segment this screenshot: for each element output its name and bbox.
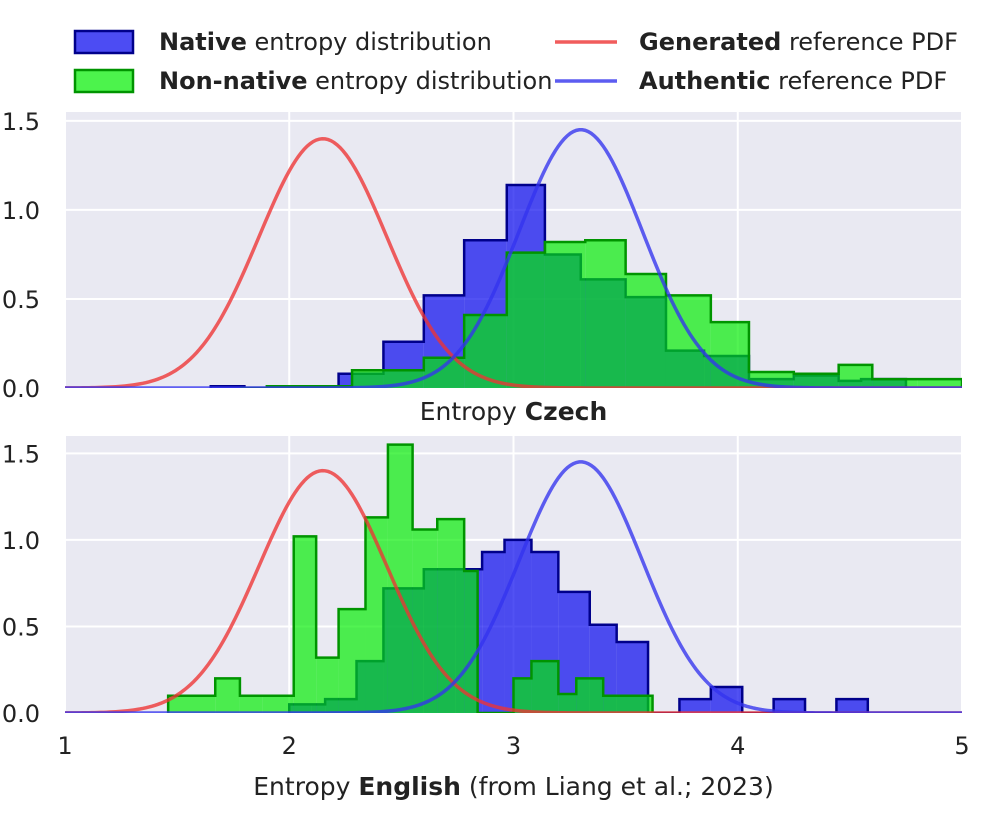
nonnative-bar [413,529,438,713]
y-tick-label: 1.5 [2,108,40,136]
nonnative-bar [316,658,338,713]
nonnative-bar [576,678,603,713]
y-tick-label: 0.5 [2,613,40,641]
nonnative-bar [603,696,652,713]
x-tick-label: 3 [506,732,521,760]
nonnative-bar [215,678,240,713]
x-tick-label: 2 [282,732,297,760]
legend-item-generated: Generated reference PDF [555,28,958,56]
legend-label-generated: Generated reference PDF [639,28,958,56]
nonnative-bar [531,661,558,713]
native-bar [482,552,504,713]
y-tick-label: 0.0 [2,375,40,403]
legend-item-native: Native entropy distribution [75,28,492,56]
nonnative-bar [262,696,293,713]
legend-item-nonnative: Non-native entropy distribution [75,67,552,95]
y-tick-label: 0.0 [2,700,40,728]
x-tick-label: 1 [57,732,72,760]
x-tick-label: 4 [730,732,745,760]
x-axis-label-czech: Entropy Czech [420,397,608,426]
nonnative-bar [666,295,711,388]
panel-english: 0.0 0.5 1.0 1.5 Entropy English (from Liang … [2,436,970,801]
legend-item-authentic: Authentic reference PDF [555,67,947,95]
legend-label-nonnative: Non-native entropy distribution [159,67,552,95]
native-bar [836,699,867,713]
y-tick-label: 1.0 [2,197,40,225]
y-tick-label: 1.0 [2,527,40,555]
nonnative-bar [839,365,873,388]
panel-czech: 0.0 0.5 1.0 1.5 Entropy Czech [2,108,962,426]
nonnative-bar [585,240,625,388]
entropy-histogram-chart: Native entropy distribution Non-native en… [0,0,996,830]
x-tick-label: 5 [954,732,969,760]
nonnative-bar [294,536,316,713]
native-bar [679,699,710,713]
legend-label-native: Native entropy distribution [159,28,492,56]
legend-swatch-nonnative [75,70,133,92]
x-axis-label-english: Entropy English (from Liang et al.; 2023… [253,772,773,801]
nonnative-bar [168,696,215,713]
nonnative-bar [240,696,262,713]
y-tick-label: 0.5 [2,286,40,314]
legend-label-authentic: Authentic reference PDF [639,67,947,95]
nonnative-bar [339,609,366,713]
nonnative-bar [545,242,585,388]
nonnative-bar [507,253,545,388]
legend-swatch-native [75,31,133,53]
nonnative-bar [514,678,532,713]
nonnative-bar [626,274,666,388]
y-tick-label: 1.5 [2,440,40,468]
nonnative-bar [558,694,576,713]
